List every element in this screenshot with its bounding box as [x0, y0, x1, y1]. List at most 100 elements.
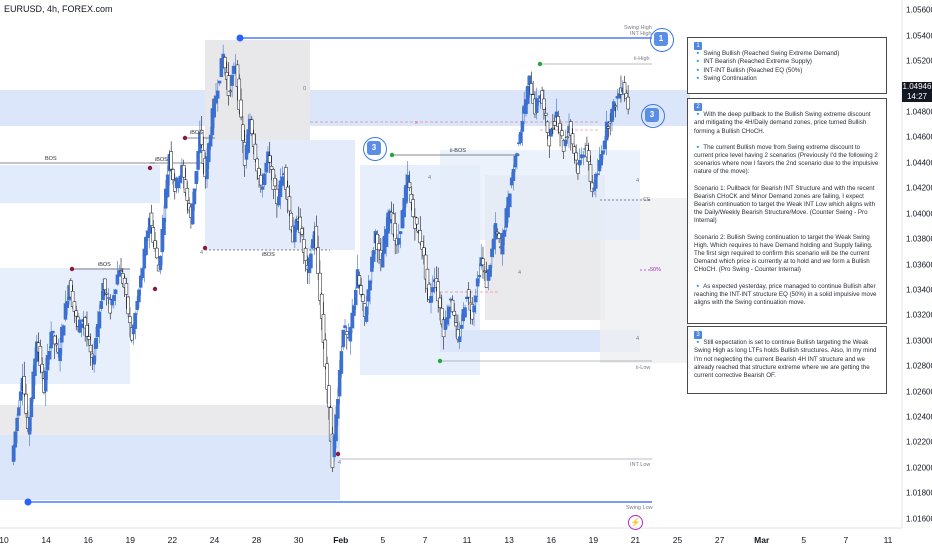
- price-tick-label: 1.05200: [906, 56, 932, 66]
- time-tick-label: 19: [125, 535, 136, 545]
- candle-body: [380, 252, 385, 268]
- candle-body: [88, 345, 93, 353]
- candle-body: [273, 178, 277, 187]
- candle-body: [264, 162, 268, 173]
- candle-body: [61, 325, 66, 336]
- candle-body: [450, 299, 455, 313]
- candle-body: [576, 163, 580, 174]
- pivot-marker: [202, 245, 208, 251]
- candle-body: [321, 314, 326, 343]
- candle-body: [303, 248, 308, 261]
- time-tick-label: 27: [714, 535, 725, 545]
- candle-body: [542, 98, 546, 110]
- candle-body: [112, 295, 116, 301]
- candle-body: [115, 274, 120, 285]
- candle-body: [327, 385, 331, 408]
- candle-body: [436, 281, 440, 302]
- candle-body: [352, 305, 356, 316]
- candle-body: [144, 236, 148, 256]
- ii-low-label: ii-Low: [636, 365, 651, 371]
- candle-body: [124, 283, 129, 295]
- candle-body: [466, 289, 471, 298]
- zone-number-label: 4: [200, 250, 204, 256]
- price-tick-label: 1.03000: [906, 336, 932, 346]
- int-high-label: INT High: [630, 31, 652, 37]
- candle-body: [595, 173, 600, 175]
- price-tick-label: 1.02000: [906, 463, 932, 473]
- candle-body: [318, 272, 322, 301]
- ii-high-marker: [537, 61, 543, 67]
- candle-body: [547, 135, 552, 147]
- ii-bos-marker: [389, 152, 395, 158]
- candle-body: [259, 175, 263, 186]
- marker-1[interactable]: 1: [654, 32, 668, 46]
- price-tick-label: 1.03200: [906, 310, 932, 320]
- candle-body: [300, 228, 304, 235]
- demand-zone: [440, 330, 640, 352]
- candle-body: [477, 274, 482, 278]
- zone-number-label: 4: [428, 175, 432, 181]
- marker-2[interactable]: 3: [367, 141, 381, 155]
- candle-body: [404, 184, 408, 204]
- candle-body: [267, 155, 272, 163]
- candle-body: [361, 294, 365, 302]
- candle-body: [119, 270, 123, 273]
- candle-body: [40, 363, 44, 373]
- candle-body: [128, 316, 132, 323]
- candle-body: [51, 330, 55, 334]
- int-low-label: INT Low: [630, 462, 651, 468]
- summary-line: 🔹 INT-INT Bullish (Reached EQ (50%): [694, 66, 803, 74]
- candle-body: [117, 270, 121, 277]
- ce-label: CE: [643, 197, 651, 203]
- candle-body: [217, 80, 222, 84]
- candle-body: [153, 240, 157, 249]
- candle-body: [176, 183, 181, 188]
- zero-label: 0: [303, 86, 307, 92]
- candle-body: [447, 306, 451, 319]
- candle-body: [151, 227, 156, 243]
- time-tick-label: 25: [672, 535, 683, 545]
- candle-body: [260, 186, 265, 190]
- candle-body: [323, 339, 328, 367]
- price-tick-label: 1.04000: [906, 209, 932, 219]
- summary-note[interactable]: 1 🔹 Swing Bullish (Reached Swing Extreme…: [687, 37, 887, 94]
- analysis-note[interactable]: 2 🔹 With the deep pullback to the Bullis…: [687, 98, 887, 324]
- time-tick-label: Feb: [333, 535, 349, 545]
- candle-body: [518, 131, 523, 144]
- candle-body: [276, 196, 281, 206]
- candle-body: [599, 154, 603, 166]
- candle-body: [364, 306, 369, 322]
- expectation-note[interactable]: 3 🔹 Still expectation is set to continue…: [687, 326, 887, 394]
- candle-body: [33, 358, 37, 377]
- candle-body: [440, 307, 444, 325]
- candle-body: [508, 193, 512, 208]
- zone-number-label: 4: [636, 336, 640, 342]
- candle-body: [38, 346, 43, 367]
- analysis-paragraph: Scenario 1: Pullback for Bearish INT Str…: [694, 184, 876, 225]
- candle-body: [334, 414, 338, 442]
- time-tick-label: 16: [546, 535, 556, 545]
- marker-3[interactable]: 3: [645, 108, 659, 122]
- pivot-marker: [147, 165, 153, 171]
- pivot-marker: [69, 266, 75, 272]
- candle-body: [581, 154, 586, 158]
- structure-lines: [0, 37, 652, 503]
- candle-body: [569, 121, 573, 136]
- lightning-icon[interactable]: ⚡: [628, 515, 643, 530]
- time-tick-label: 7: [422, 535, 428, 545]
- candle-body: [162, 217, 166, 236]
- expectation-paragraph: 🔹 Still expectation is set to continue B…: [694, 339, 877, 380]
- candle-body: [431, 287, 435, 293]
- candle-body: [192, 188, 197, 205]
- candle-body: [138, 275, 143, 288]
- candle-body: [328, 407, 333, 442]
- candle-body: [97, 311, 102, 329]
- candle-body: [85, 325, 89, 337]
- time-tick-label: 11: [462, 535, 472, 545]
- candle-body: [511, 168, 516, 181]
- candle-body: [190, 203, 195, 225]
- badge-2: 2: [694, 103, 702, 111]
- candle-body: [414, 217, 419, 225]
- candle-body: [316, 247, 320, 275]
